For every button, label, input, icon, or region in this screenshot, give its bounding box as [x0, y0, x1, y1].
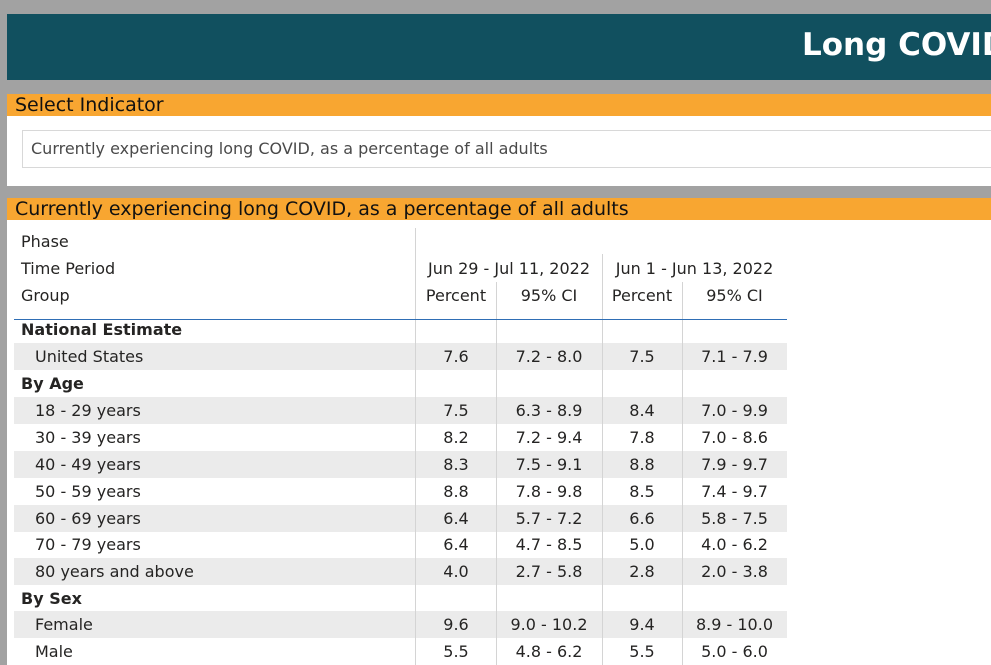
percent-cell: 5.5	[629, 642, 655, 661]
percent-cell: 9.4	[629, 615, 655, 634]
ci-cell: 5.7 - 7.2	[515, 509, 583, 528]
group-label: 60 - 69 years	[35, 509, 141, 528]
group-label: 80 years and above	[35, 562, 194, 581]
group-label: Female	[35, 615, 93, 634]
ci-cell: 2.7 - 5.8	[515, 562, 583, 581]
time-period-header: Time Period	[21, 259, 116, 278]
group-label: 50 - 59 years	[35, 482, 141, 501]
ci-header-2: 95% CI	[706, 286, 763, 305]
indicator-dropdown[interactable]: Currently experiencing long COVID, as a …	[22, 130, 991, 168]
percent-cell: 8.8	[629, 455, 655, 474]
percent-header-1: Percent	[425, 286, 487, 305]
table-row: 40 - 49 years 8.3 7.5 - 9.1 8.8 7.9 - 9.…	[14, 451, 787, 478]
header-divider	[14, 319, 787, 320]
ci-cell: 7.9 - 9.7	[701, 455, 768, 474]
table-row: 60 - 69 years 6.4 5.7 - 7.2 6.6 5.8 - 7.…	[14, 505, 787, 532]
ci-cell: 5.8 - 7.5	[701, 509, 768, 528]
percent-cell: 8.8	[443, 482, 469, 501]
percent-cell: 6.4	[443, 535, 469, 554]
ci-cell: 9.0 - 10.2	[510, 615, 588, 634]
percent-cell: 7.5	[629, 347, 655, 366]
ci-cell: 5.0 - 6.0	[701, 642, 768, 661]
table-row: 50 - 59 years 8.8 7.8 - 9.8 8.5 7.4 - 9.…	[14, 478, 787, 505]
section-label: National Estimate	[21, 320, 183, 339]
ci-cell: 7.0 - 8.6	[701, 428, 768, 447]
group-label: 30 - 39 years	[35, 428, 141, 447]
ci-cell: 7.2 - 8.0	[515, 347, 583, 366]
section-label: By Age	[21, 374, 84, 393]
ci-header-1: 95% CI	[520, 286, 578, 305]
section-row: National Estimate	[14, 316, 787, 343]
column-divider	[682, 282, 683, 665]
percent-cell: 2.8	[629, 562, 655, 581]
ci-cell: 7.1 - 7.9	[701, 347, 768, 366]
table-row: Male 5.5 4.8 - 6.2 5.5 5.0 - 6.0	[14, 638, 787, 665]
table-row: United States 7.6 7.2 - 8.0 7.5 7.1 - 7.…	[14, 343, 787, 370]
column-divider	[602, 254, 603, 665]
report-header: Long COVID	[7, 14, 991, 80]
group-label: 40 - 49 years	[35, 455, 141, 474]
group-header: Group	[21, 286, 70, 305]
percent-cell: 5.5	[443, 642, 469, 661]
percent-header-2: Percent	[611, 286, 673, 305]
group-label: 18 - 29 years	[35, 401, 141, 420]
group-label: Male	[35, 642, 73, 661]
ci-cell: 6.3 - 8.9	[515, 401, 583, 420]
column-divider	[496, 282, 497, 665]
percent-cell: 7.8	[629, 428, 655, 447]
percent-cell: 8.3	[443, 455, 469, 474]
section-row: By Age	[14, 370, 787, 397]
percent-cell: 9.6	[443, 615, 469, 634]
percent-cell: 6.6	[629, 509, 655, 528]
ci-cell: 8.9 - 10.0	[695, 615, 773, 634]
ci-cell: 7.5 - 9.1	[515, 455, 583, 474]
percent-cell: 8.2	[443, 428, 469, 447]
ci-cell: 7.2 - 9.4	[515, 428, 583, 447]
table-title: Currently experiencing long COVID, as a …	[7, 198, 991, 220]
percent-cell: 5.0	[629, 535, 655, 554]
ci-cell: 7.0 - 9.9	[701, 401, 768, 420]
percent-cell: 8.5	[629, 482, 655, 501]
section-label: By Sex	[21, 589, 82, 608]
ci-cell: 4.0 - 6.2	[701, 535, 768, 554]
report-title: Long COVID	[802, 27, 991, 63]
section-row: By Sex	[14, 585, 787, 612]
percent-cell: 7.6	[443, 347, 469, 366]
ci-cell: 7.4 - 9.7	[701, 482, 768, 501]
group-label: United States	[35, 347, 144, 366]
table-row: 30 - 39 years 8.2 7.2 - 9.4 7.8 7.0 - 8.…	[14, 424, 787, 451]
column-divider	[415, 228, 416, 665]
indicator-section-title: Select Indicator	[7, 94, 991, 116]
ci-cell: 2.0 - 3.8	[701, 562, 768, 581]
period-header-1: Jun 29 - Jul 11, 2022	[427, 259, 591, 278]
percent-cell: 4.0	[443, 562, 469, 581]
table-row: 70 - 79 years 6.4 4.7 - 8.5 5.0 4.0 - 6.…	[14, 531, 787, 558]
percent-cell: 6.4	[443, 509, 469, 528]
percent-cell: 7.5	[443, 401, 469, 420]
ci-cell: 7.8 - 9.8	[515, 482, 583, 501]
ci-cell: 4.8 - 6.2	[515, 642, 583, 661]
table-row: 80 years and above 4.0 2.7 - 5.8 2.8 2.0…	[14, 558, 787, 585]
period-header-2: Jun 1 - Jun 13, 2022	[615, 259, 774, 278]
table-row: Female 9.6 9.0 - 10.2 9.4 8.9 - 10.0	[14, 611, 787, 638]
table-panel	[7, 198, 991, 665]
phase-header: Phase	[21, 232, 69, 251]
group-label: 70 - 79 years	[35, 535, 141, 554]
percent-cell: 8.4	[629, 401, 655, 420]
table-row: 18 - 29 years 7.5 6.3 - 8.9 8.4 7.0 - 9.…	[14, 397, 787, 424]
ci-cell: 4.7 - 8.5	[515, 535, 583, 554]
